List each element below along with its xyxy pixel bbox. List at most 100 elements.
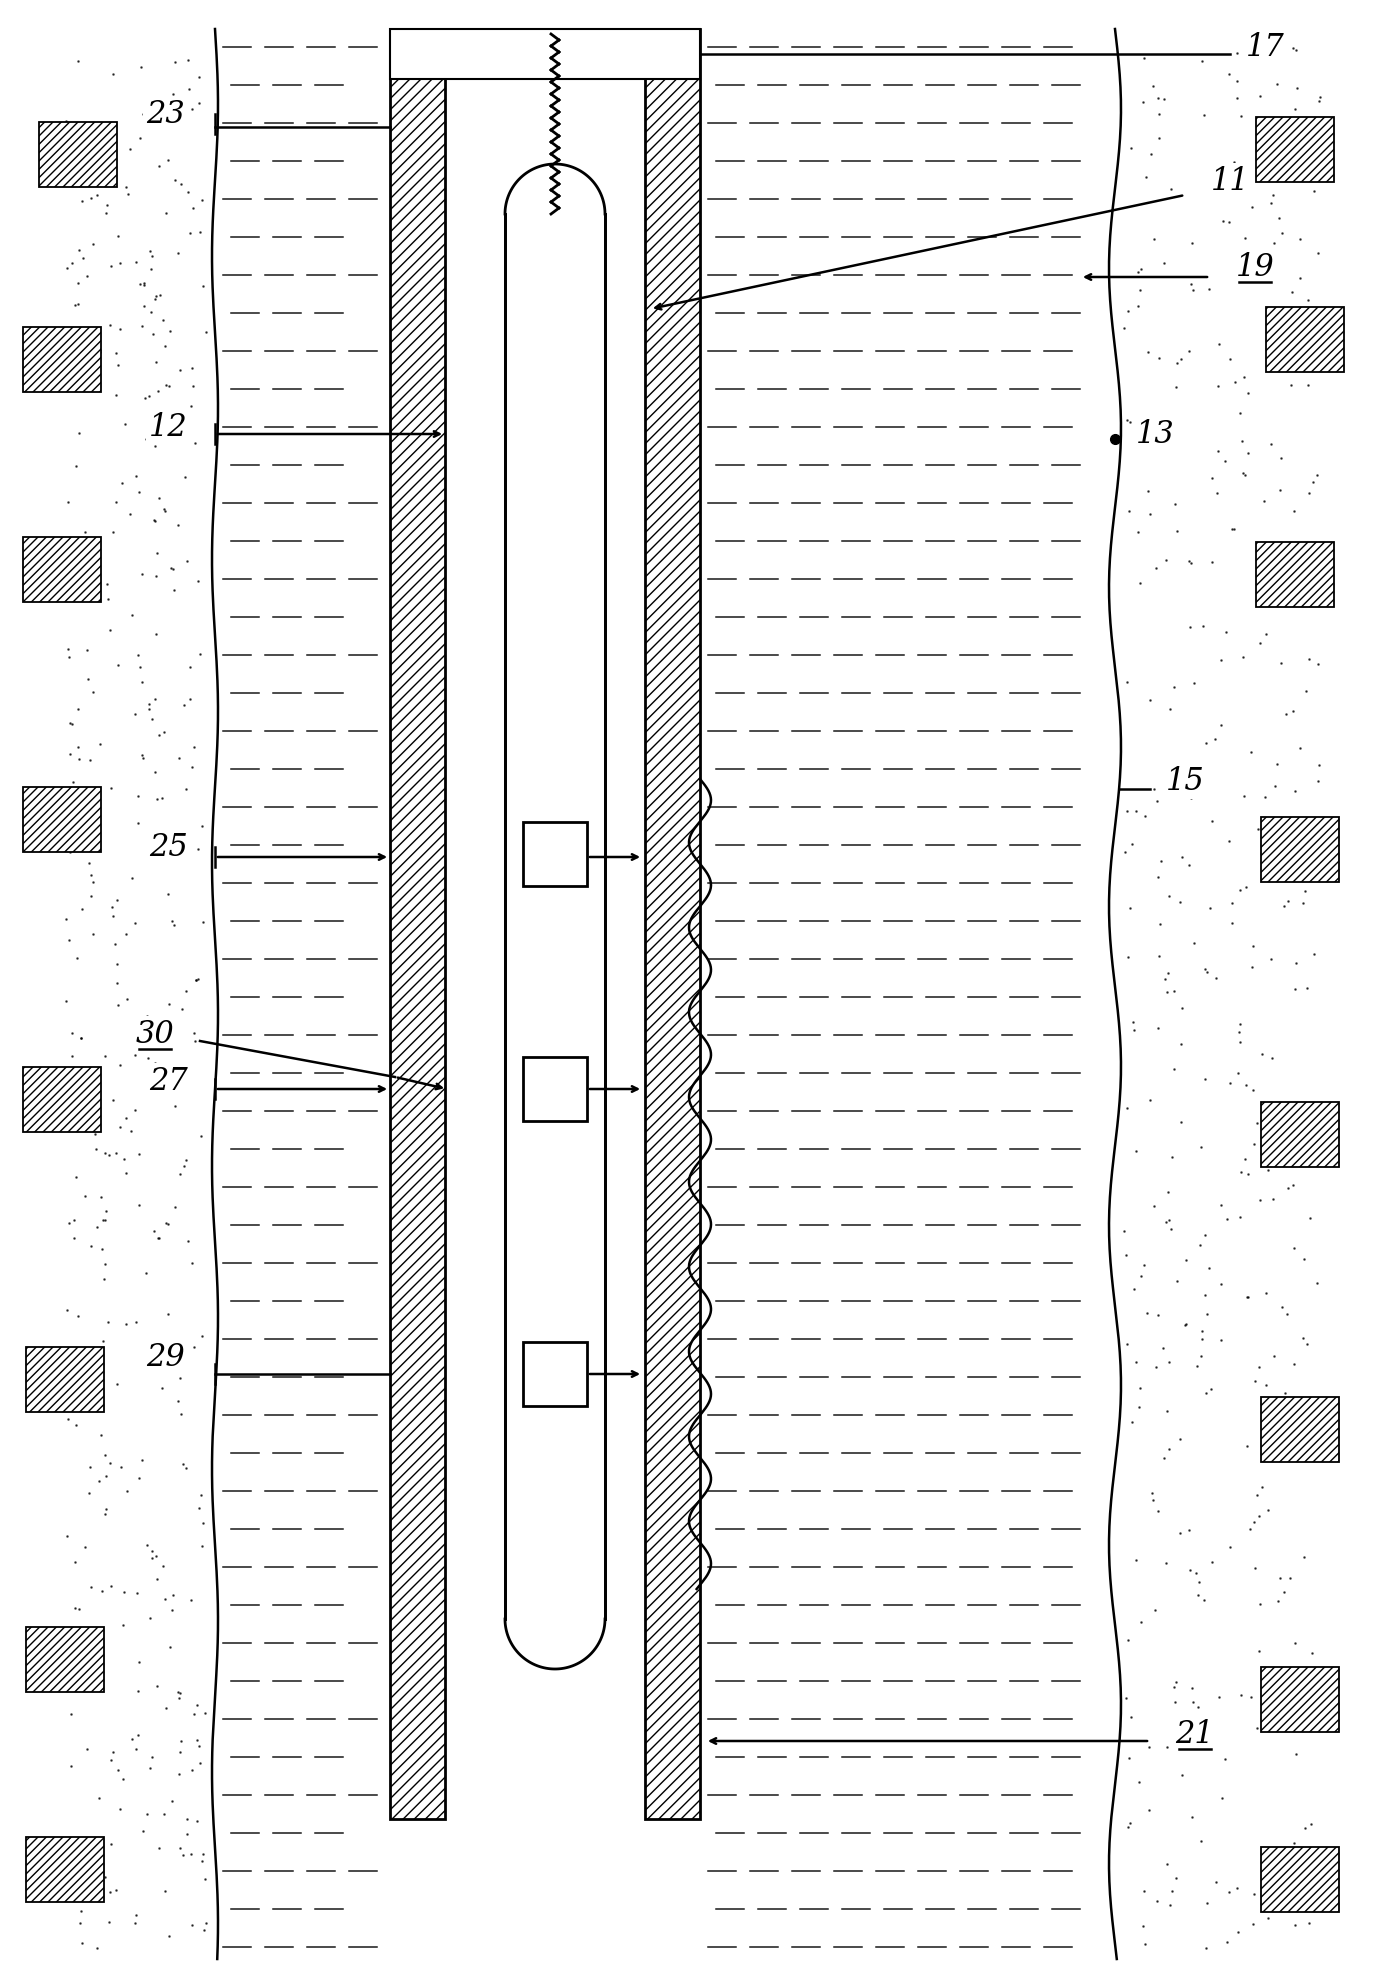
Point xyxy=(1156,545,1178,577)
Point xyxy=(175,1804,197,1835)
Point xyxy=(1280,277,1302,309)
Point xyxy=(1128,1374,1150,1405)
Point xyxy=(83,866,105,898)
Point xyxy=(1164,490,1186,521)
Point xyxy=(119,499,141,531)
Point xyxy=(88,729,110,761)
Point xyxy=(185,965,207,997)
Point xyxy=(189,1746,211,1778)
Point xyxy=(1237,438,1259,470)
Point xyxy=(192,1508,214,1540)
Point xyxy=(81,920,104,951)
Point xyxy=(163,48,185,79)
Point xyxy=(1233,781,1255,813)
Point xyxy=(1283,1827,1305,1859)
Point xyxy=(1226,1917,1248,1948)
Point xyxy=(177,547,199,579)
Point xyxy=(102,59,124,91)
Point xyxy=(195,317,217,349)
Point xyxy=(131,743,153,775)
Point xyxy=(1293,1243,1315,1274)
Point xyxy=(160,553,182,585)
Point xyxy=(1145,553,1167,585)
Point xyxy=(159,315,181,347)
Point xyxy=(1132,44,1155,75)
Point xyxy=(1166,1667,1188,1699)
Point xyxy=(58,642,80,674)
Point xyxy=(177,176,199,208)
Point xyxy=(148,377,170,408)
Point xyxy=(1123,1015,1145,1046)
Point xyxy=(115,172,137,204)
Point xyxy=(1224,513,1246,545)
Point xyxy=(1160,1213,1182,1245)
Point xyxy=(191,1845,213,1877)
Point xyxy=(97,1306,119,1338)
Point xyxy=(1306,1266,1329,1298)
Point xyxy=(1265,69,1287,101)
Point xyxy=(1195,1280,1217,1312)
Point xyxy=(1192,610,1214,642)
Point xyxy=(55,107,77,139)
Point xyxy=(1160,1875,1182,1907)
Point xyxy=(1276,1108,1298,1140)
Point xyxy=(177,46,199,77)
Point xyxy=(1273,832,1295,864)
Point xyxy=(64,1546,86,1578)
Point xyxy=(126,1306,148,1338)
Point xyxy=(86,180,108,212)
Point xyxy=(153,1875,175,1907)
Point xyxy=(70,1023,93,1054)
Point xyxy=(1175,1308,1197,1340)
Point xyxy=(1157,1175,1179,1207)
Point xyxy=(95,1195,117,1227)
Point xyxy=(1298,644,1320,676)
Point xyxy=(1192,1316,1214,1348)
Point xyxy=(1283,1233,1305,1265)
Point xyxy=(1235,1070,1257,1102)
Point xyxy=(1214,446,1236,478)
Point xyxy=(1273,1576,1295,1607)
Point xyxy=(145,539,167,571)
Point xyxy=(110,468,133,499)
Point xyxy=(1258,549,1280,581)
Point xyxy=(90,335,112,367)
Point xyxy=(105,488,127,519)
Point xyxy=(1166,1266,1188,1298)
Point xyxy=(1280,107,1302,139)
Point xyxy=(191,1320,213,1352)
Point xyxy=(181,1247,203,1278)
Point xyxy=(68,1300,90,1332)
Bar xyxy=(23,1066,101,1132)
Point xyxy=(173,1150,195,1181)
Point xyxy=(1287,139,1309,170)
Point xyxy=(72,244,94,275)
Point xyxy=(1137,337,1159,369)
Point xyxy=(1236,379,1258,410)
Point xyxy=(1288,1687,1311,1718)
Point xyxy=(1276,1397,1298,1429)
Point xyxy=(1119,892,1141,924)
Point xyxy=(178,684,200,716)
Point xyxy=(131,311,153,343)
Point xyxy=(1228,1017,1250,1048)
Point xyxy=(76,634,98,666)
Point xyxy=(95,1461,117,1492)
Point xyxy=(195,1863,217,1895)
Point xyxy=(61,1017,83,1048)
Point xyxy=(174,462,196,494)
Point xyxy=(1262,1183,1284,1215)
Point xyxy=(1304,547,1326,579)
Point xyxy=(1218,345,1240,377)
Point xyxy=(178,652,200,684)
Point xyxy=(1268,204,1290,236)
Point xyxy=(1128,275,1150,307)
Point xyxy=(1288,1689,1311,1720)
Point xyxy=(1149,910,1171,941)
Point xyxy=(141,297,163,329)
Point xyxy=(130,52,152,83)
Point xyxy=(1159,694,1181,725)
Point xyxy=(99,1447,122,1479)
Point xyxy=(1171,993,1193,1025)
Point xyxy=(142,1352,164,1383)
